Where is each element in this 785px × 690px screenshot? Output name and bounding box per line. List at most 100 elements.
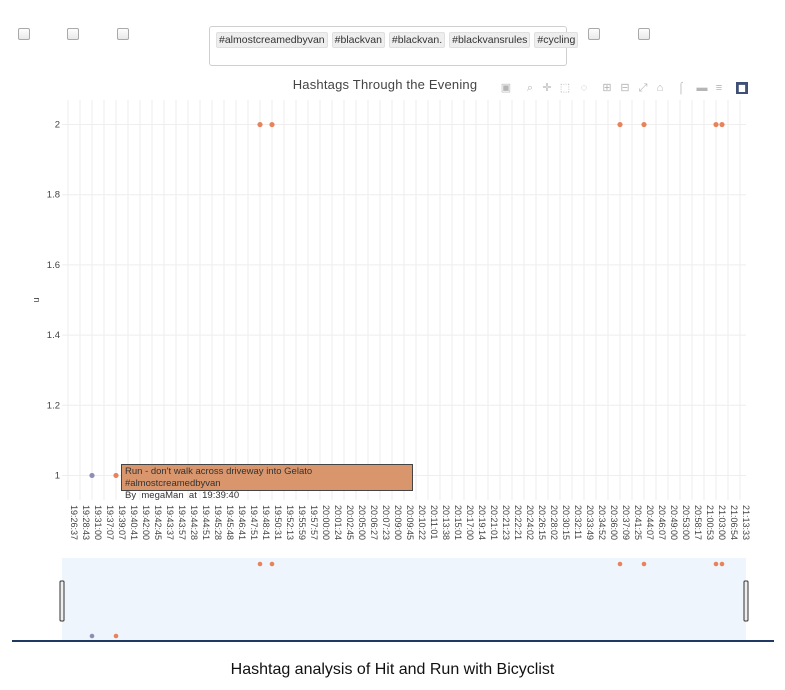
rangeslider-point: [617, 561, 623, 567]
rangeslider-point: [269, 561, 275, 567]
pan-icon[interactable]: ✛: [542, 82, 552, 94]
x-tick-label: 20:58:17: [693, 505, 703, 540]
y-tick-label: 1.4: [47, 330, 60, 341]
x-tick-label: 20:17:00: [465, 505, 475, 540]
hashtag-chip[interactable]: #blackvansrules: [449, 32, 531, 48]
x-tick-label: 19:44:28: [189, 505, 199, 540]
data-point: [713, 121, 719, 128]
zoom-icon[interactable]: ⌕: [526, 82, 534, 94]
x-tick-label: 20:13:38: [441, 505, 451, 540]
hover-tooltip: Run - don't walk across driveway into Ge…: [121, 464, 413, 501]
x-tick-label: 20:10:22: [417, 505, 427, 540]
hashtag-chip[interactable]: #almostcreamedbyvan: [216, 32, 328, 48]
autoscale-icon[interactable]: ⤢: [638, 82, 648, 94]
x-tick-label: 19:50:31: [273, 505, 283, 540]
x-tick-label: 19:40:41: [129, 505, 139, 540]
x-tick-label: 21:06:54: [729, 505, 739, 540]
y-tick-label: 1: [55, 470, 60, 481]
x-tick-label: 20:06:27: [369, 505, 379, 540]
x-tick-label: 20:11:01: [429, 505, 439, 539]
x-tick-label: 21:13:33: [741, 505, 751, 540]
chart-title: Hashtags Through the Evening: [292, 77, 478, 92]
y-tick-label: 1.2: [47, 400, 60, 411]
x-tick-label: 19:52:13: [285, 505, 295, 540]
x-tick-label: 19:45:48: [225, 505, 235, 540]
zoom-in-icon[interactable]: ⊞: [602, 82, 612, 94]
x-tick-label: 20:28:02: [549, 505, 559, 540]
x-tick-label: 20:21:01: [489, 505, 499, 540]
x-tick-label: 20:22:21: [513, 505, 523, 540]
x-tick-label: 19:42:45: [153, 505, 163, 540]
data-point: [257, 121, 263, 128]
plotly-logo-icon[interactable]: ▆: [736, 82, 748, 94]
data-point: [89, 472, 95, 479]
reset-axes-icon[interactable]: ⌂: [656, 82, 664, 94]
x-tick-label: 19:55:59: [297, 505, 307, 540]
x-tick-label: 20:02:45: [345, 505, 355, 540]
tooltip-text: Run - don't walk across driveway into Ge…: [125, 466, 313, 489]
x-tick-label: 20:34:52: [597, 505, 607, 540]
x-tick-label: 20:09:00: [393, 505, 403, 540]
hashtag-tag-list: #almostcreamedbyvan #blackvan #blackvan. #b…: [216, 32, 579, 48]
x-tick-label: 20:26:15: [537, 505, 547, 540]
y-axis-title: n: [31, 297, 42, 302]
x-tick-label: 20:41:25: [633, 505, 643, 540]
hashtag-chip[interactable]: #blackvan: [331, 32, 385, 48]
y-tick-label: 2: [55, 120, 60, 131]
x-tick-label: 20:44:07: [645, 505, 655, 540]
x-tick-label: 19:37:07: [105, 505, 115, 540]
x-tick-label: 20:09:45: [405, 505, 415, 540]
hashtag-select[interactable]: #almostcreamedbyvan #blackvan #blackvan. #b…: [209, 26, 579, 66]
x-tick-label: 20:21:23: [501, 505, 511, 540]
x-tick-label: 20:07:23: [381, 505, 391, 540]
x-tick-label: 19:48:41: [261, 505, 271, 540]
x-tick-label: 19:46:41: [237, 505, 247, 540]
data-point: [641, 121, 647, 128]
x-tick-label: 20:19:14: [477, 505, 487, 540]
rangeslider-point: [641, 561, 647, 567]
show-closest-icon[interactable]: ▬: [696, 82, 708, 94]
filter-checkbox[interactable]: [638, 28, 650, 40]
x-tick-label: 21:00:53: [705, 505, 715, 540]
hashtag-chip[interactable]: #blackvan.: [388, 32, 446, 48]
divider: [12, 640, 774, 642]
figure-caption: Hashtag analysis of Hit and Run with Bic…: [230, 661, 555, 678]
x-tick-label: 21:03:00: [717, 505, 727, 540]
x-tick-label: 20:36:00: [609, 505, 619, 540]
box-select-icon[interactable]: ⬚: [559, 82, 571, 94]
x-tick-label: 19:26:37: [69, 505, 79, 540]
x-tick-label: 20:53:00: [681, 505, 691, 540]
tooltip-byline: By megaMan at 19:39:40: [125, 490, 409, 502]
filter-checkbox[interactable]: [18, 28, 30, 40]
data-point: [269, 121, 275, 128]
filter-checkbox[interactable]: [67, 28, 79, 40]
x-tick-label: 20:46:07: [657, 505, 667, 540]
x-tick-label: 20:24:02: [525, 505, 535, 540]
rangeslider-right-handle[interactable]: [743, 580, 749, 622]
rangeslider-background: [62, 558, 746, 640]
tooltip-time: 19:39:40: [202, 490, 240, 501]
x-tick-label: 20:49:00: [669, 505, 679, 540]
x-tick-label: 20:00:00: [321, 505, 331, 540]
rangeslider-point: [719, 561, 725, 567]
rangeslider-point: [713, 561, 719, 567]
tooltip-at-label: at: [188, 490, 197, 501]
rangeslider-left-handle[interactable]: [59, 580, 65, 622]
filter-checkbox[interactable]: [588, 28, 600, 40]
x-tick-label: 19:57:57: [309, 505, 319, 540]
x-tick-label: 19:39:07: [117, 505, 127, 540]
filter-checkbox[interactable]: [117, 28, 129, 40]
hashtag-chip[interactable]: #cycling: [534, 32, 579, 48]
lasso-icon[interactable]: ◌: [580, 82, 588, 94]
camera-icon[interactable]: ▣: [500, 82, 512, 94]
compare-icon[interactable]: ≡: [715, 82, 723, 94]
spike-lines-icon[interactable]: ⌠: [677, 82, 685, 94]
data-point: [719, 121, 725, 128]
x-tick-label: 19:42:00: [141, 505, 151, 540]
x-tick-label: 20:01:24: [333, 505, 343, 540]
zoom-out-icon[interactable]: ⊟: [620, 82, 630, 94]
x-tick-label: 19:47:51: [249, 505, 259, 540]
rangeslider-point: [89, 633, 95, 639]
x-tick-label: 20:30:15: [561, 505, 571, 540]
